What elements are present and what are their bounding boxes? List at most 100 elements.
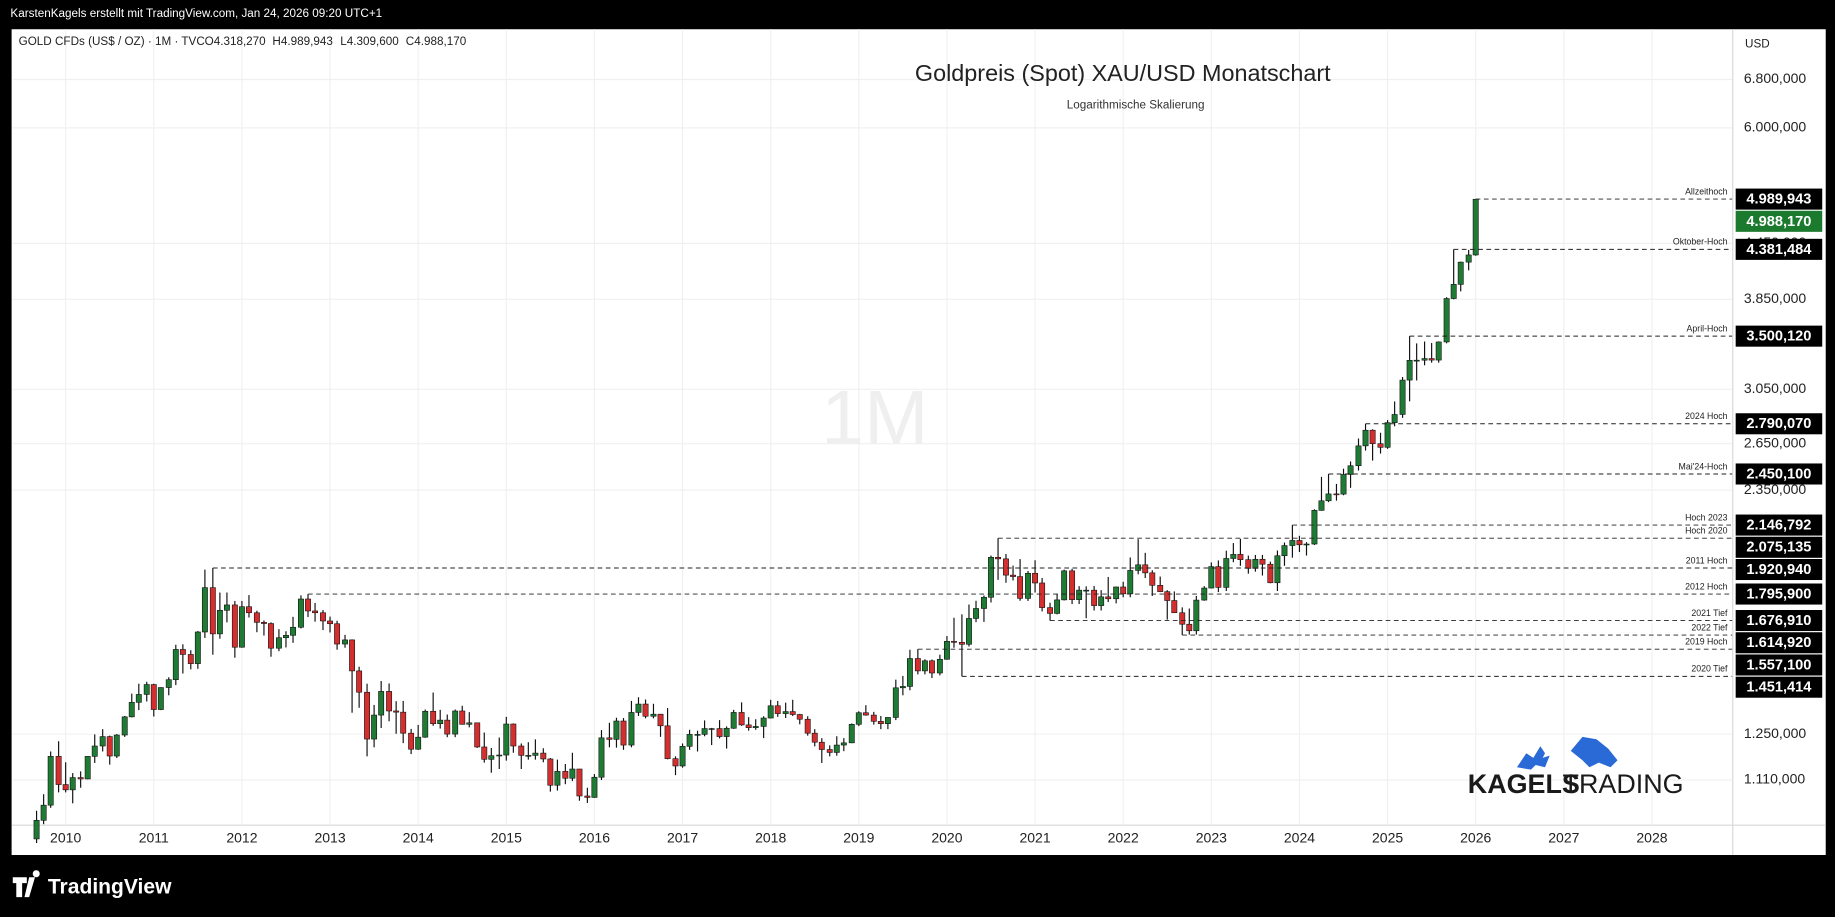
candle-body — [1061, 570, 1068, 601]
level-name: Allzeithoch — [1685, 186, 1728, 196]
candle-body — [833, 744, 840, 753]
candle-body — [1003, 558, 1009, 576]
candle-body — [1450, 284, 1457, 299]
credit: KarstenKagels erstellt mit TradingView.c… — [10, 7, 382, 20]
brand: TradingView — [48, 875, 172, 898]
candle-body — [1311, 510, 1318, 545]
candle-body — [936, 658, 943, 674]
candle-body — [1127, 570, 1134, 595]
candle-body — [349, 639, 356, 672]
candle-body — [298, 598, 304, 628]
candle-body — [708, 728, 715, 730]
candle-body — [620, 720, 627, 746]
candle-body — [686, 734, 693, 747]
x-tick-label: 2012 — [226, 829, 257, 845]
candle-body — [452, 710, 459, 735]
candle-body — [1413, 359, 1420, 362]
candle-body — [459, 710, 466, 725]
price-box — [1735, 583, 1823, 605]
candle-body — [1303, 543, 1310, 546]
candle-body — [364, 691, 370, 740]
candle-body — [510, 723, 517, 747]
price-box-label: 2.075,135 — [1746, 540, 1811, 556]
candle-body — [1267, 563, 1274, 584]
candle-body — [1091, 589, 1098, 606]
candle-body — [840, 742, 847, 746]
candle-body — [642, 703, 649, 717]
candle-body — [40, 804, 47, 821]
candle-body — [951, 641, 957, 643]
candle-body — [99, 736, 106, 747]
candle-body — [1325, 493, 1332, 502]
x-tick-label: 2027 — [1548, 829, 1579, 845]
level-name: 2022 Tief — [1691, 622, 1728, 632]
candle-body — [165, 679, 172, 688]
y-tick-label: 2.350,000 — [1744, 481, 1807, 497]
level-name: 2012 Hoch — [1685, 581, 1728, 591]
level-name: 2024 Hoch — [1685, 411, 1728, 421]
candle-body — [914, 658, 921, 672]
price-box — [1735, 632, 1823, 654]
candle-body — [1032, 572, 1039, 584]
candle-body — [33, 820, 40, 840]
bear-icon — [1570, 736, 1618, 768]
x-tick-label: 2018 — [755, 829, 786, 845]
candle-body — [172, 649, 179, 680]
candle-body — [253, 612, 260, 623]
overlay: 2010 2011 2012 2013 2014 2015 2016 2017 2018 2019… — [50, 70, 1823, 845]
candle-body — [1472, 198, 1479, 256]
candle-body — [187, 654, 194, 664]
chart-subtitle: Logarithmische Skalierung — [1067, 98, 1205, 111]
candle-body — [1098, 596, 1105, 606]
price-box — [1735, 463, 1823, 485]
candle-body — [694, 734, 701, 736]
candle-body — [1347, 465, 1354, 475]
candle-body — [400, 711, 407, 734]
candle-body — [1230, 554, 1237, 559]
candle-body — [650, 713, 657, 717]
x-tick-label: 2023 — [1196, 829, 1227, 845]
candle-body — [598, 737, 605, 778]
candle-body — [157, 687, 164, 710]
candle-body — [1296, 540, 1303, 546]
price-box-label: 1.676,910 — [1746, 613, 1811, 629]
y-tick-label: 2.650,000 — [1744, 434, 1807, 450]
candle-body — [1259, 558, 1266, 565]
candle-body — [320, 612, 326, 622]
brand-icon — [12, 870, 40, 898]
candle-body — [525, 755, 532, 757]
candle-body — [201, 587, 208, 633]
candle-body — [870, 714, 877, 722]
price-box-label: 1.557,100 — [1746, 657, 1811, 673]
candle-body — [1047, 607, 1053, 614]
candle-body — [209, 587, 216, 635]
ohlc-open: O4.318,270 — [205, 35, 267, 48]
candle-body — [1457, 261, 1464, 285]
price-box — [1735, 676, 1823, 698]
price-box-label: 4.381,484 — [1746, 242, 1812, 258]
y-tick-label: 6.800,000 — [1744, 70, 1807, 86]
candle-body — [444, 719, 451, 735]
candle-body — [1362, 429, 1369, 447]
chart-area — [11, 29, 1826, 856]
y-tick-label: 1.250,000 — [1744, 725, 1807, 741]
candle-body — [804, 718, 811, 734]
candle-body — [929, 660, 935, 674]
candle-body — [1017, 576, 1024, 599]
candle-body — [128, 702, 135, 718]
candle-body — [275, 637, 282, 649]
candle-body — [1039, 582, 1046, 608]
candle-body — [811, 732, 818, 743]
candle-body — [415, 736, 422, 750]
x-tick-label: 2011 — [139, 829, 169, 845]
candle-body — [47, 756, 54, 806]
candle-body — [1113, 586, 1120, 600]
logo-word: KAGELS — [1468, 769, 1580, 799]
symbol: GOLD CFDs (US$ / OZ) · 1M · TVC — [19, 35, 205, 48]
chart-title: Goldpreis (Spot) XAU/USD Monatschart — [915, 60, 1331, 86]
price-box-label: 3.500,120 — [1746, 329, 1811, 345]
candle-body — [716, 728, 723, 737]
candle-body — [628, 712, 635, 746]
